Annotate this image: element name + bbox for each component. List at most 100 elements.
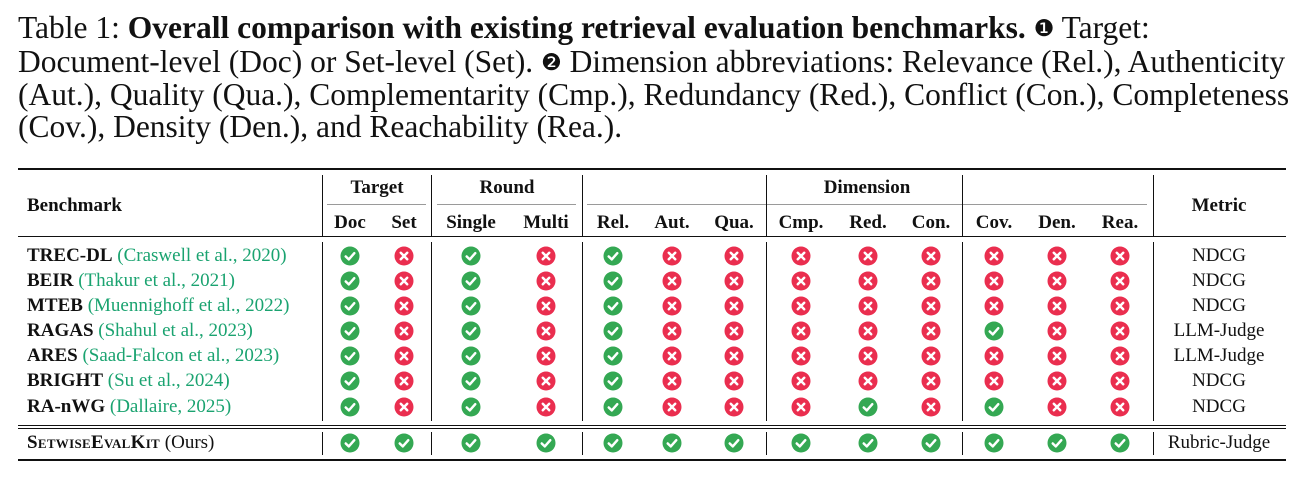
check-icon (921, 433, 941, 453)
check-icon (984, 321, 1004, 341)
cross-icon (984, 346, 1004, 366)
header-metric: Metric (1191, 195, 1247, 216)
column-divider (1153, 432, 1154, 455)
check-icon (603, 371, 623, 391)
benchmark-name: ARES (Saad-Falcon et al., 2023) (27, 345, 279, 367)
header-benchmark: Benchmark (27, 195, 122, 216)
check-icon (461, 397, 481, 417)
citation-link[interactable]: (Thakur et al., 2021) (78, 270, 235, 291)
metric-cell: NDCG (1192, 370, 1246, 391)
cross-icon (791, 271, 811, 291)
caption-text-2: Dimension abbreviations: Relevance (Rel.… (18, 43, 1290, 144)
cross-icon (1110, 397, 1130, 417)
cross-icon (858, 371, 878, 391)
check-icon (603, 246, 623, 266)
header-col-rel: Rel. (596, 212, 630, 233)
cross-icon (791, 321, 811, 341)
cross-icon (724, 371, 744, 391)
cross-icon (662, 246, 682, 266)
cross-icon (858, 296, 878, 316)
citation-link[interactable]: (Craswell et al., 2020) (117, 245, 287, 266)
check-icon (394, 433, 414, 453)
benchmark-name: BRIGHT (Su et al., 2024) (27, 370, 230, 392)
check-icon (461, 433, 481, 453)
header-col-rea: Rea. (1101, 212, 1139, 233)
ours-label: SetwiseEvalKit (27, 432, 161, 453)
citation-link[interactable]: (Dallaire, 2025) (109, 396, 232, 417)
check-icon (603, 296, 623, 316)
cross-icon (1110, 346, 1130, 366)
cross-icon (724, 296, 744, 316)
cross-icon (921, 246, 941, 266)
top-rule (18, 168, 1286, 170)
check-icon (461, 296, 481, 316)
column-divider (322, 175, 323, 236)
column-divider (1153, 242, 1154, 421)
check-icon (858, 397, 878, 417)
cross-icon (1110, 296, 1130, 316)
check-icon (603, 346, 623, 366)
caption-text-1: Target: Document-level (Doc) or Set-leve… (18, 10, 1150, 79)
header-rule (18, 236, 1286, 237)
ours-suffix: (Ours) (164, 432, 215, 453)
cross-icon (984, 271, 1004, 291)
column-divider (962, 432, 963, 455)
header-col-single: Single (446, 212, 496, 233)
check-icon (340, 271, 360, 291)
check-icon (340, 321, 360, 341)
cross-icon (791, 397, 811, 417)
check-icon (340, 397, 360, 417)
metric-cell: NDCG (1192, 270, 1246, 291)
caption-title: Overall comparison with existing retriev… (127, 10, 1026, 45)
cross-icon (394, 246, 414, 266)
citation-link[interactable]: (Shahul et al., 2023) (98, 320, 253, 341)
check-icon (461, 246, 481, 266)
citation-link[interactable]: (Muennighoff et al., 2022) (87, 295, 290, 316)
cross-icon (858, 346, 878, 366)
citation-link[interactable]: (Su et al., 2024) (107, 370, 230, 391)
header-col-cmp: Cmp. (778, 212, 824, 233)
cross-icon (791, 371, 811, 391)
citation-link[interactable]: (Saad-Falcon et al., 2023) (82, 345, 280, 366)
column-divider (582, 432, 583, 455)
benchmark-label: ARES (27, 345, 78, 366)
check-icon (461, 346, 481, 366)
metric-cell: NDCG (1192, 245, 1246, 266)
benchmark-label: BEIR (27, 270, 74, 291)
caption-marker-2: ❷ (541, 49, 562, 76)
cross-icon (1047, 321, 1067, 341)
check-icon (1047, 433, 1067, 453)
cross-icon (984, 246, 1004, 266)
cross-icon (536, 271, 556, 291)
cross-icon (858, 246, 878, 266)
cross-icon (536, 321, 556, 341)
check-icon (662, 433, 682, 453)
column-divider (766, 432, 767, 455)
check-icon (340, 246, 360, 266)
header-col-set: Set (391, 212, 417, 233)
cross-icon (1047, 397, 1067, 417)
header-col-den: Den. (1038, 212, 1076, 233)
cross-icon (724, 271, 744, 291)
check-icon (461, 371, 481, 391)
cross-icon (662, 296, 682, 316)
cross-icon (791, 346, 811, 366)
check-icon (461, 271, 481, 291)
check-icon (461, 321, 481, 341)
column-divider (766, 242, 767, 421)
benchmark-label: MTEB (27, 295, 83, 316)
dimension-cmidrule (587, 204, 1147, 205)
column-divider (582, 242, 583, 421)
cross-icon (724, 397, 744, 417)
check-icon (984, 433, 1004, 453)
column-divider (962, 175, 963, 236)
benchmark-label: RA-nWG (27, 396, 106, 417)
cross-icon (394, 346, 414, 366)
ours-separator-rule-1 (18, 425, 1286, 426)
bottom-rule (18, 459, 1286, 461)
benchmark-name: BEIR (Thakur et al., 2021) (27, 270, 235, 292)
cross-icon (394, 271, 414, 291)
cross-icon (921, 321, 941, 341)
cross-icon (921, 296, 941, 316)
cross-icon (662, 321, 682, 341)
